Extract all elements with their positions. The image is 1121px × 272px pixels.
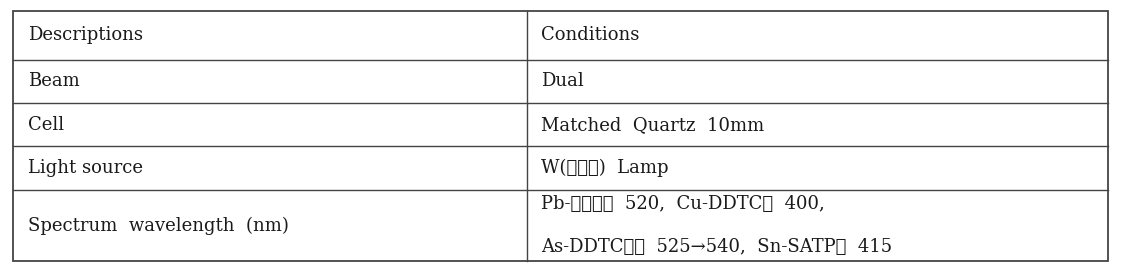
Text: Conditions: Conditions	[541, 26, 640, 44]
Text: Descriptions: Descriptions	[28, 26, 143, 44]
Text: Spectrum  wavelength  (nm): Spectrum wavelength (nm)	[28, 216, 289, 234]
Text: W(툅스텐)  Lamp: W(툅스텐) Lamp	[541, 159, 669, 177]
Text: Beam: Beam	[28, 72, 80, 91]
Text: Matched  Quartz  10mm: Matched Quartz 10mm	[541, 116, 765, 134]
Text: As-DDTC은법  525→540,  Sn-SATP법  415: As-DDTC은법 525→540, Sn-SATP법 415	[541, 238, 892, 256]
Text: Dual: Dual	[541, 72, 584, 91]
Text: Light source: Light source	[28, 159, 143, 177]
Text: Cell: Cell	[28, 116, 64, 134]
Text: Pb-디티존법  520,  Cu-DDTC법  400,: Pb-디티존법 520, Cu-DDTC법 400,	[541, 195, 825, 213]
